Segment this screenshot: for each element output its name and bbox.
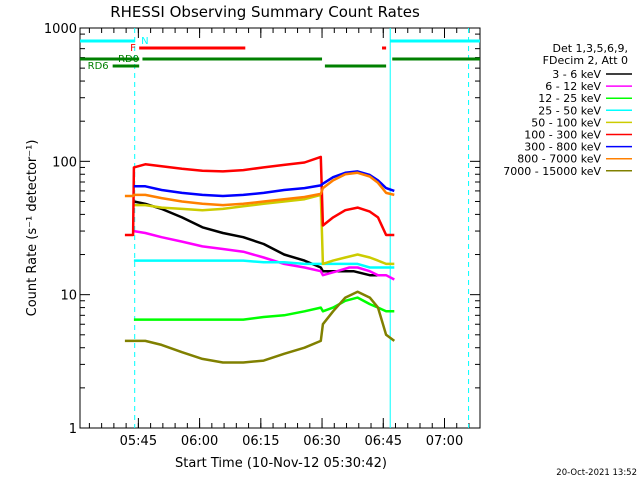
legend: Det 1,3,5,6,9,FDecim 2, Att 03 - 6 keV6 … (503, 42, 632, 178)
legend-label-2: 6 - 12 keV (545, 80, 601, 93)
x-tick-label: 07:00 (426, 434, 463, 449)
footer-timestamp: 20-Oct-2021 13:52 (556, 468, 637, 478)
y-axis-label: Count Rate (s⁻¹ detector⁻¹) (25, 140, 40, 317)
x-tick-label: 05:45 (120, 434, 157, 449)
flag-label-f: F (130, 43, 136, 54)
flag-label-rd0: RD0 (118, 54, 139, 65)
series-line-6 (124, 155, 395, 237)
x-tick-label: 06:15 (242, 434, 279, 449)
series-line-7 (133, 170, 395, 198)
legend-label-6: 100 - 300 keV (524, 129, 601, 142)
y-tick-label: 10 (60, 289, 77, 304)
flag-label-rd6: RD6 (88, 61, 109, 72)
flag-label-n: N (141, 36, 148, 47)
legend-label-1: 3 - 6 keV (552, 68, 601, 81)
chart-title: RHESSI Observing Summary Count Rates (110, 3, 420, 21)
legend-label-8: 800 - 7000 keV (517, 153, 601, 166)
series-line-2 (133, 229, 395, 281)
legend-label-5: 50 - 100 keV (531, 116, 601, 129)
y-tick-label: 1 (69, 422, 77, 437)
series-line-4 (133, 259, 395, 269)
y-tick-label: 100 (52, 155, 77, 170)
x-tick-label: 06:30 (303, 434, 340, 449)
legend-header-line: Det 1,3,5,6,9, (552, 42, 628, 55)
y-tick-label: 1000 (44, 22, 77, 37)
series-line-5 (133, 193, 395, 266)
series-line-9 (124, 290, 396, 364)
series-line-3 (133, 296, 395, 321)
series-line-1 (133, 200, 378, 277)
x-axis-label: Start Time (10-Nov-12 05:30:42) (175, 456, 387, 471)
legend-header-line: FDecim 2, Att 0 (543, 54, 628, 67)
legend-label-7: 300 - 800 keV (524, 141, 601, 154)
legend-label-9: 7000 - 15000 keV (503, 165, 601, 178)
legend-label-3: 12 - 25 keV (538, 92, 601, 105)
plot-area: 1 10 100 1000 05:45 06:00 06:15 06:30 06:45 07:00 (44, 22, 481, 449)
legend-label-4: 25 - 50 keV (538, 104, 601, 117)
x-tick-label: 06:45 (365, 434, 402, 449)
plot-frame (79, 27, 481, 429)
x-tick-label: 06:00 (181, 434, 218, 449)
series-line-8 (124, 171, 395, 207)
